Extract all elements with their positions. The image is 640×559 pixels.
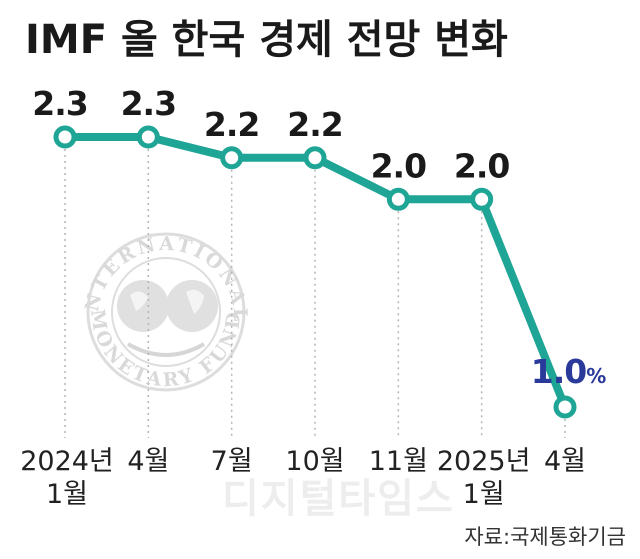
x-tick-group: 2024년 1월 4월 7월 10월 11월 2025년 1월 4월 xyxy=(20,446,586,510)
x-tick-label: 11월 xyxy=(369,446,428,477)
x-tick-label: 4월 xyxy=(544,446,586,477)
seal-bottom-text: MONETARY FUND xyxy=(86,308,242,392)
x-tick-label: 10월 xyxy=(285,446,344,477)
x-tick-label: 2025년 1월 xyxy=(437,446,531,510)
data-point xyxy=(136,125,160,149)
watermark: 디지털타임스 xyxy=(222,476,455,522)
x-tick-label: 7월 xyxy=(211,446,253,477)
data-point xyxy=(470,187,494,211)
data-label: 2.3 xyxy=(32,84,87,123)
data-point xyxy=(553,395,577,419)
data-label: 2.3 xyxy=(121,84,176,123)
chart-title: IMF 올 한국 경제 전망 변화 xyxy=(25,17,508,63)
data-point xyxy=(53,125,77,149)
x-tick-label: 4월 xyxy=(127,446,169,477)
marker-group xyxy=(53,125,577,419)
data-label: 2.0 xyxy=(371,146,426,185)
source-note: 자료:국제통화기금 xyxy=(464,525,626,549)
data-label: 2.2 xyxy=(204,105,259,144)
svg-text:MONETARY FUND: MONETARY FUND xyxy=(86,308,245,392)
x-tick-label: 2024년 1월 xyxy=(20,446,114,510)
data-label: 2.0 xyxy=(454,146,509,185)
data-label: 1.0% xyxy=(531,352,606,391)
data-point xyxy=(220,146,244,170)
vertical-guides xyxy=(64,149,566,438)
data-label: 2.2 xyxy=(287,105,342,144)
data-point xyxy=(386,187,410,211)
data-point xyxy=(303,146,327,170)
data-label-unit: % xyxy=(586,364,606,388)
